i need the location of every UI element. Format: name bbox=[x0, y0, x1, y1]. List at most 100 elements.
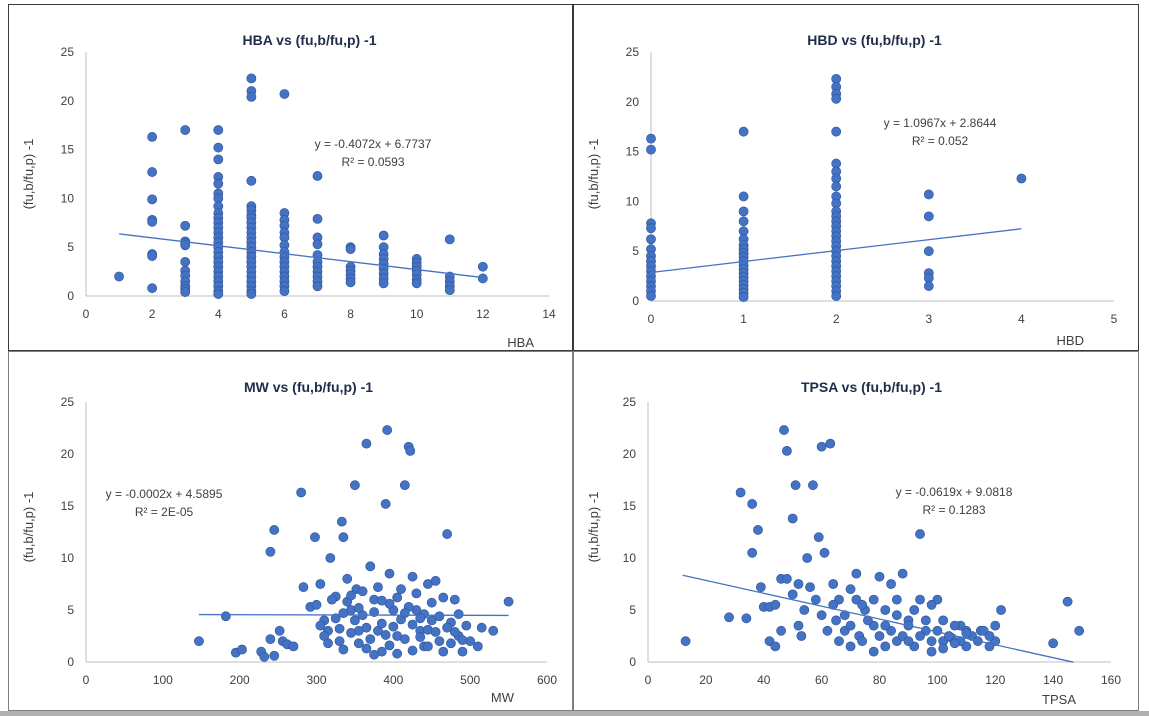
data-point bbox=[923, 281, 934, 291]
data-point bbox=[923, 189, 934, 200]
data-point bbox=[426, 597, 437, 608]
chart-panel-mw: 0 100 200 300 400 500 600 0 5 10 15 20 25 MW vs (fu,b… bbox=[8, 351, 573, 711]
data-point bbox=[897, 568, 908, 579]
r-squared-label: R² = 2E-05 bbox=[135, 505, 194, 519]
data-point bbox=[415, 613, 426, 624]
data-point bbox=[369, 649, 380, 660]
data-point bbox=[180, 240, 191, 251]
data-point bbox=[845, 620, 856, 631]
data-point bbox=[781, 573, 792, 584]
x-tick-label: 140 bbox=[1043, 673, 1063, 687]
data-point bbox=[915, 631, 925, 641]
y-tick-label: 10 bbox=[626, 194, 640, 208]
data-point bbox=[361, 622, 372, 633]
data-point bbox=[365, 561, 376, 572]
data-point bbox=[790, 480, 801, 491]
x-tick-label: 80 bbox=[873, 673, 887, 687]
x-axis-label: MW bbox=[491, 690, 515, 705]
data-point bbox=[825, 438, 836, 449]
data-point bbox=[213, 154, 224, 165]
data-point bbox=[868, 646, 879, 657]
x-tick-label: 0 bbox=[648, 312, 655, 326]
y-tick-label: 0 bbox=[67, 655, 74, 669]
data-point bbox=[793, 579, 804, 589]
data-point bbox=[213, 142, 224, 153]
data-point bbox=[822, 625, 833, 636]
y-tick-label: 25 bbox=[61, 395, 75, 409]
x-axis-label: HBD bbox=[1057, 333, 1084, 348]
data-point bbox=[891, 610, 902, 621]
data-point bbox=[857, 599, 868, 610]
data-point bbox=[926, 636, 937, 647]
data-point bbox=[246, 289, 257, 299]
data-point bbox=[776, 625, 787, 636]
x-tick-label: 2 bbox=[149, 307, 156, 321]
data-point bbox=[808, 480, 818, 491]
x-tick-label: 2 bbox=[833, 312, 840, 326]
x-tick-label: 120 bbox=[985, 673, 1005, 687]
data-point bbox=[874, 571, 885, 582]
data-point bbox=[680, 636, 691, 647]
data-point bbox=[180, 256, 191, 267]
x-tick-label: 3 bbox=[925, 312, 932, 326]
data-point bbox=[380, 630, 391, 640]
data-point bbox=[378, 230, 389, 241]
data-point bbox=[903, 636, 914, 647]
data-point bbox=[378, 278, 389, 289]
data-point bbox=[407, 619, 418, 630]
y-tick-label: 20 bbox=[61, 94, 75, 108]
data-point bbox=[915, 529, 925, 539]
data-point bbox=[444, 234, 455, 245]
scatter-chart-hba: 0 2 4 6 8 10 12 14 0 5 10 15 20 25 HBA vs (fu,b/fu,p) … bbox=[21, 32, 556, 350]
data-point bbox=[880, 605, 891, 615]
data-point bbox=[430, 626, 441, 637]
data-point bbox=[446, 638, 456, 649]
data-point bbox=[180, 287, 191, 297]
data-point bbox=[353, 603, 364, 613]
data-point bbox=[839, 610, 850, 621]
data-point bbox=[326, 594, 337, 605]
data-point bbox=[1074, 625, 1085, 636]
y-tick-label: 10 bbox=[623, 551, 637, 565]
data-point bbox=[949, 638, 960, 649]
data-point bbox=[735, 487, 746, 498]
data-point bbox=[296, 487, 307, 498]
data-point bbox=[411, 278, 422, 289]
data-point bbox=[325, 553, 336, 563]
data-point bbox=[810, 594, 821, 605]
chart-title: TPSA vs (fu,b/fu,p) -1 bbox=[801, 379, 942, 395]
data-point bbox=[886, 579, 896, 589]
data-point bbox=[834, 636, 844, 647]
data-point bbox=[384, 568, 395, 579]
x-tick-label: 1 bbox=[740, 312, 747, 326]
data-point bbox=[338, 608, 349, 619]
data-point bbox=[799, 605, 810, 615]
data-point bbox=[361, 643, 372, 654]
data-point bbox=[407, 645, 418, 656]
data-point bbox=[384, 640, 395, 651]
x-tick-label: 10 bbox=[410, 307, 424, 321]
data-point bbox=[180, 220, 191, 231]
data-point bbox=[323, 638, 333, 649]
data-point bbox=[444, 285, 455, 296]
data-point bbox=[770, 599, 781, 610]
x-tick-label: 400 bbox=[383, 673, 403, 687]
data-point bbox=[996, 605, 1006, 615]
trendline-equation: y = 1.0967x + 2.8644 bbox=[884, 116, 997, 130]
data-point bbox=[246, 91, 257, 102]
y-tick-label: 0 bbox=[632, 294, 639, 308]
data-point bbox=[279, 286, 290, 297]
data-point bbox=[330, 613, 341, 624]
data-point bbox=[288, 641, 299, 652]
chart-panel-tpsa: 0 20 40 60 80 100 120 140 160 0 5 10 15 20 25 TPSA vs (… bbox=[573, 351, 1139, 711]
data-point bbox=[816, 610, 827, 621]
data-point bbox=[646, 291, 656, 301]
data-point bbox=[442, 622, 453, 633]
data-point bbox=[926, 599, 937, 610]
data-point bbox=[213, 125, 224, 135]
data-point bbox=[269, 650, 280, 661]
y-tick-label: 25 bbox=[61, 45, 75, 59]
data-point bbox=[646, 133, 656, 144]
data-point bbox=[453, 609, 464, 620]
data-point bbox=[298, 582, 309, 593]
